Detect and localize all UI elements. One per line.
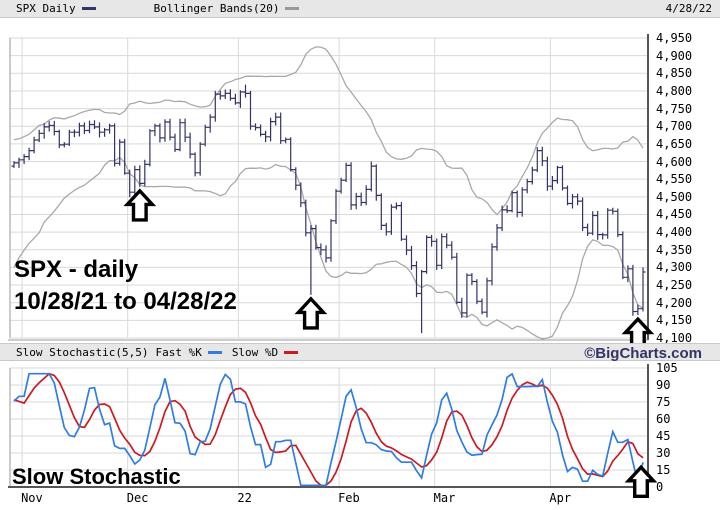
price-axis-label: 4,900 <box>656 48 693 63</box>
symbol-label: SPX Daily <box>16 2 76 15</box>
price-axis-label: 4,750 <box>656 101 693 116</box>
ohlc-price-bars <box>11 84 646 334</box>
price-axis-label: 4,300 <box>656 260 693 275</box>
price-axis-label: 4,700 <box>656 119 693 134</box>
price-axis-label: 4,150 <box>656 313 693 328</box>
stochastic-title: Slow Stochastic <box>12 464 181 489</box>
price-axis-label: 4,400 <box>656 225 693 240</box>
up-arrow-annotation <box>621 316 655 343</box>
slow-d-swatch-icon <box>284 350 299 354</box>
stochastic-axis-label: 45 <box>656 429 671 443</box>
stochastic-axis-label: 15 <box>656 463 671 477</box>
price-axis-label: 4,200 <box>656 295 693 310</box>
stochastic-axis-label: 30 <box>656 446 671 460</box>
bollinger-label: Bollinger Bands(20) <box>153 2 280 15</box>
time-axis-label: Dec <box>126 491 149 505</box>
time-axis-label: Feb <box>338 491 360 505</box>
bollinger-upper-band <box>13 46 644 216</box>
time-axis-label: Nov <box>21 491 43 505</box>
time-axis-label: 22 <box>237 491 252 505</box>
time-axis-label: Mar <box>433 491 456 505</box>
bollinger-swatch-icon <box>285 7 300 10</box>
fast-k-swatch-icon <box>207 350 222 354</box>
price-axis-label: 4,100 <box>656 331 693 345</box>
slow-d-label: Slow %D <box>231 345 279 359</box>
price-axis-label: 4,650 <box>656 136 693 151</box>
price-axis-label: 4,500 <box>656 189 693 204</box>
fast-k-label: Fast %K <box>155 345 202 359</box>
up-arrow-annotation <box>624 464 658 498</box>
stochastic-axis-label: 0 <box>656 480 664 494</box>
stochastic-legend-label: Slow Stochastic(5,5) <box>16 345 149 359</box>
bollinger-lower-band <box>13 156 644 340</box>
stochastic-chart-canvas <box>8 364 658 498</box>
chart-title-line1: SPX - daily <box>14 256 139 283</box>
spx-series-swatch-icon <box>81 7 96 10</box>
bigcharts-watermark: ©BigCharts.com <box>584 345 702 362</box>
price-axis-label: 4,600 <box>656 154 693 169</box>
up-arrow-annotation <box>123 188 157 222</box>
price-chart-canvas <box>8 34 655 343</box>
chart-date: 4/28/22 <box>665 2 712 15</box>
time-axis-label: Apr <box>549 491 572 505</box>
chart-title-line2: 10/28/21 to 04/28/22 <box>14 288 237 315</box>
price-axis-label: 4,250 <box>656 278 693 293</box>
price-axis-label: 4,550 <box>656 172 693 187</box>
fast-k-line <box>13 372 644 487</box>
indicator-legend-band: Slow Stochastic(5,5) Fast %K Slow %D ©Bi… <box>0 343 720 362</box>
stochastic-axis-label: 90 <box>656 378 671 392</box>
price-axis-label: 4,450 <box>656 207 693 222</box>
up-arrow-annotation <box>294 296 328 330</box>
price-axis-label: 4,800 <box>656 83 693 98</box>
price-axis-label: 4,950 <box>656 31 693 45</box>
stochastic-axis-label: 105 <box>656 361 678 375</box>
price-axis-label: 4,850 <box>656 66 693 81</box>
price-axis-label: 4,350 <box>656 242 693 257</box>
chart-header-band: SPX Daily Bollinger Bands(20) 4/28/22 <box>0 0 720 18</box>
stochastic-axis-label: 60 <box>656 412 671 426</box>
stochastic-axis-label: 75 <box>656 395 671 409</box>
